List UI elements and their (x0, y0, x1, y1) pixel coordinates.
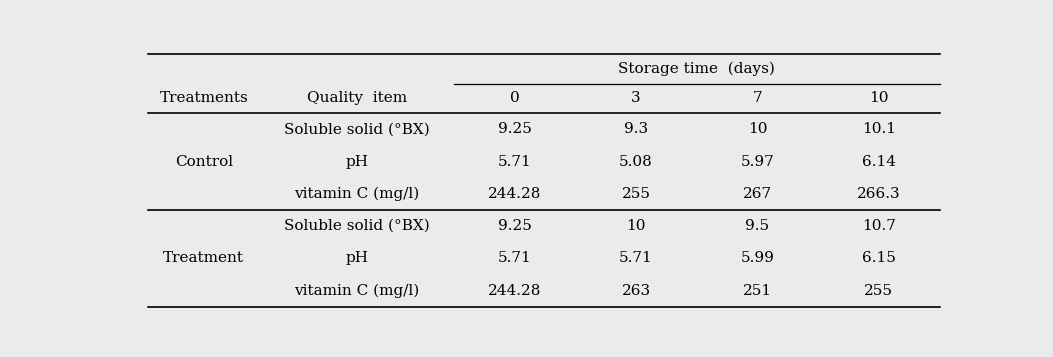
Text: Soluble solid (°BX): Soluble solid (°BX) (284, 219, 430, 233)
Text: 244.28: 244.28 (488, 187, 541, 201)
Text: 5.08: 5.08 (619, 155, 653, 169)
Text: Quality  item: Quality item (306, 91, 406, 105)
Text: 5.97: 5.97 (740, 155, 774, 169)
Text: Soluble solid (°BX): Soluble solid (°BX) (284, 122, 430, 136)
Text: 5.99: 5.99 (740, 251, 774, 265)
Text: 251: 251 (742, 283, 772, 298)
Text: 10.7: 10.7 (862, 219, 896, 233)
Text: 255: 255 (865, 283, 893, 298)
Text: vitamin C (mg/l): vitamin C (mg/l) (294, 187, 419, 201)
Text: 3: 3 (631, 91, 641, 105)
Text: 255: 255 (621, 187, 651, 201)
Text: 9.3: 9.3 (624, 122, 648, 136)
Text: 10.1: 10.1 (861, 122, 896, 136)
Text: 10: 10 (869, 91, 889, 105)
Text: 9.25: 9.25 (498, 122, 532, 136)
Text: 7: 7 (753, 91, 762, 105)
Text: 5.71: 5.71 (498, 251, 532, 265)
Text: pH: pH (345, 155, 369, 169)
Text: 10: 10 (627, 219, 645, 233)
Text: 267: 267 (742, 187, 772, 201)
Text: Storage time  (days): Storage time (days) (618, 61, 775, 76)
Text: 5.71: 5.71 (619, 251, 653, 265)
Text: 9.25: 9.25 (498, 219, 532, 233)
Text: Treatments: Treatments (159, 91, 249, 105)
Text: 6.14: 6.14 (861, 155, 896, 169)
Text: 244.28: 244.28 (488, 283, 541, 298)
Text: 5.71: 5.71 (498, 155, 532, 169)
Text: pH: pH (345, 251, 369, 265)
Text: vitamin C (mg/l): vitamin C (mg/l) (294, 283, 419, 298)
Text: 9.5: 9.5 (746, 219, 770, 233)
Text: Control: Control (175, 155, 233, 169)
Text: 10: 10 (748, 122, 768, 136)
Text: 266.3: 266.3 (857, 187, 900, 201)
Text: Treatment: Treatment (163, 251, 244, 265)
Text: 6.15: 6.15 (862, 251, 896, 265)
Text: 263: 263 (621, 283, 651, 298)
Text: 0: 0 (510, 91, 519, 105)
